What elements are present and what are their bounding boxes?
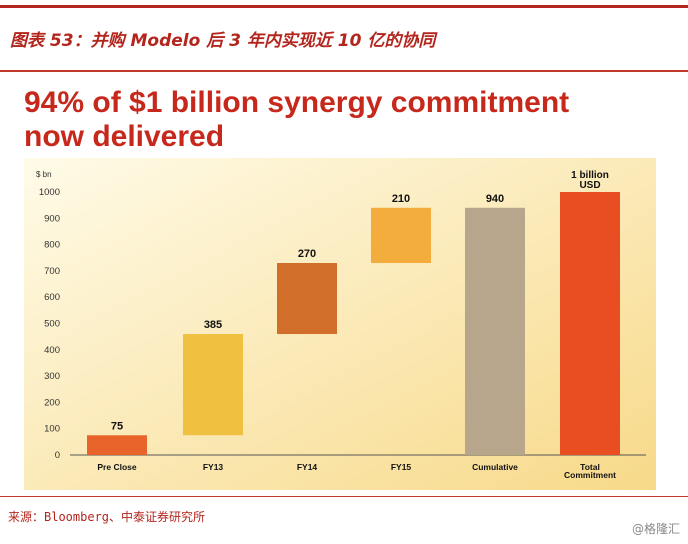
bar-total-commitment xyxy=(560,192,620,455)
figure-title: 图表 53：并购 Modelo 后 3 年内实现近 10 亿的协同 xyxy=(10,31,436,51)
bar-fy13 xyxy=(183,334,243,436)
y-tick-label: 0 xyxy=(55,450,60,461)
headline-line-2: now delivered xyxy=(24,120,225,153)
x-tick-label: Pre Close xyxy=(97,462,136,472)
source-note: 来源：Bloomberg、中泰证券研究所 xyxy=(8,510,206,524)
top-rule xyxy=(0,5,688,8)
x-tick-label: FY13 xyxy=(203,462,224,472)
y-tick-label: 400 xyxy=(44,345,60,356)
y-tick-label: 1000 xyxy=(39,187,60,198)
chart-headline: 94% of $1 billion synergy commitment now… xyxy=(24,86,569,154)
data-label: 210 xyxy=(392,193,410,205)
bar-fy14 xyxy=(277,263,337,335)
waterfall-chart: $ bn 0 100 200 300 400 500 600 700 800 900 1000 Pre … xyxy=(24,158,656,490)
y-tick-label: 100 xyxy=(44,424,60,435)
watermark: @格隆汇 xyxy=(631,522,680,536)
y-tick-label: 700 xyxy=(44,266,60,277)
x-tick-label: Total Commitment xyxy=(564,462,616,480)
bar-cumulative xyxy=(465,207,525,455)
bar-fy15 xyxy=(371,207,431,264)
y-tick-label: 900 xyxy=(44,213,60,224)
y-tick-label: 500 xyxy=(44,319,60,330)
bar-pre-close xyxy=(87,435,147,455)
y-tick-label: 200 xyxy=(44,397,60,408)
x-tick-label: FY14 xyxy=(297,462,318,472)
headline-line-1: 94% of $1 billion synergy commitment xyxy=(24,86,570,119)
y-tick-label: 800 xyxy=(44,240,60,251)
data-label: 940 xyxy=(486,193,504,205)
x-tick-label: FY15 xyxy=(391,462,412,472)
unit-label: $ bn xyxy=(36,170,52,179)
footer-rule xyxy=(0,496,688,497)
data-label: 1 billion USD xyxy=(571,170,609,191)
data-label: 385 xyxy=(204,319,222,331)
y-tick-label: 300 xyxy=(44,371,60,382)
y-tick-label: 600 xyxy=(44,292,60,303)
plot-background xyxy=(24,158,656,490)
data-label: 270 xyxy=(298,248,316,260)
x-tick-label: Cumulative xyxy=(472,462,518,472)
data-label: 75 xyxy=(111,420,123,432)
title-rule xyxy=(0,70,688,72)
